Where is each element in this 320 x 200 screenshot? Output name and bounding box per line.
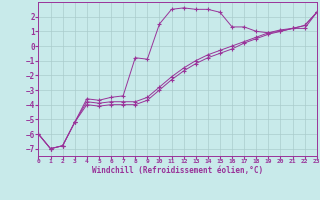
X-axis label: Windchill (Refroidissement éolien,°C): Windchill (Refroidissement éolien,°C) bbox=[92, 166, 263, 175]
